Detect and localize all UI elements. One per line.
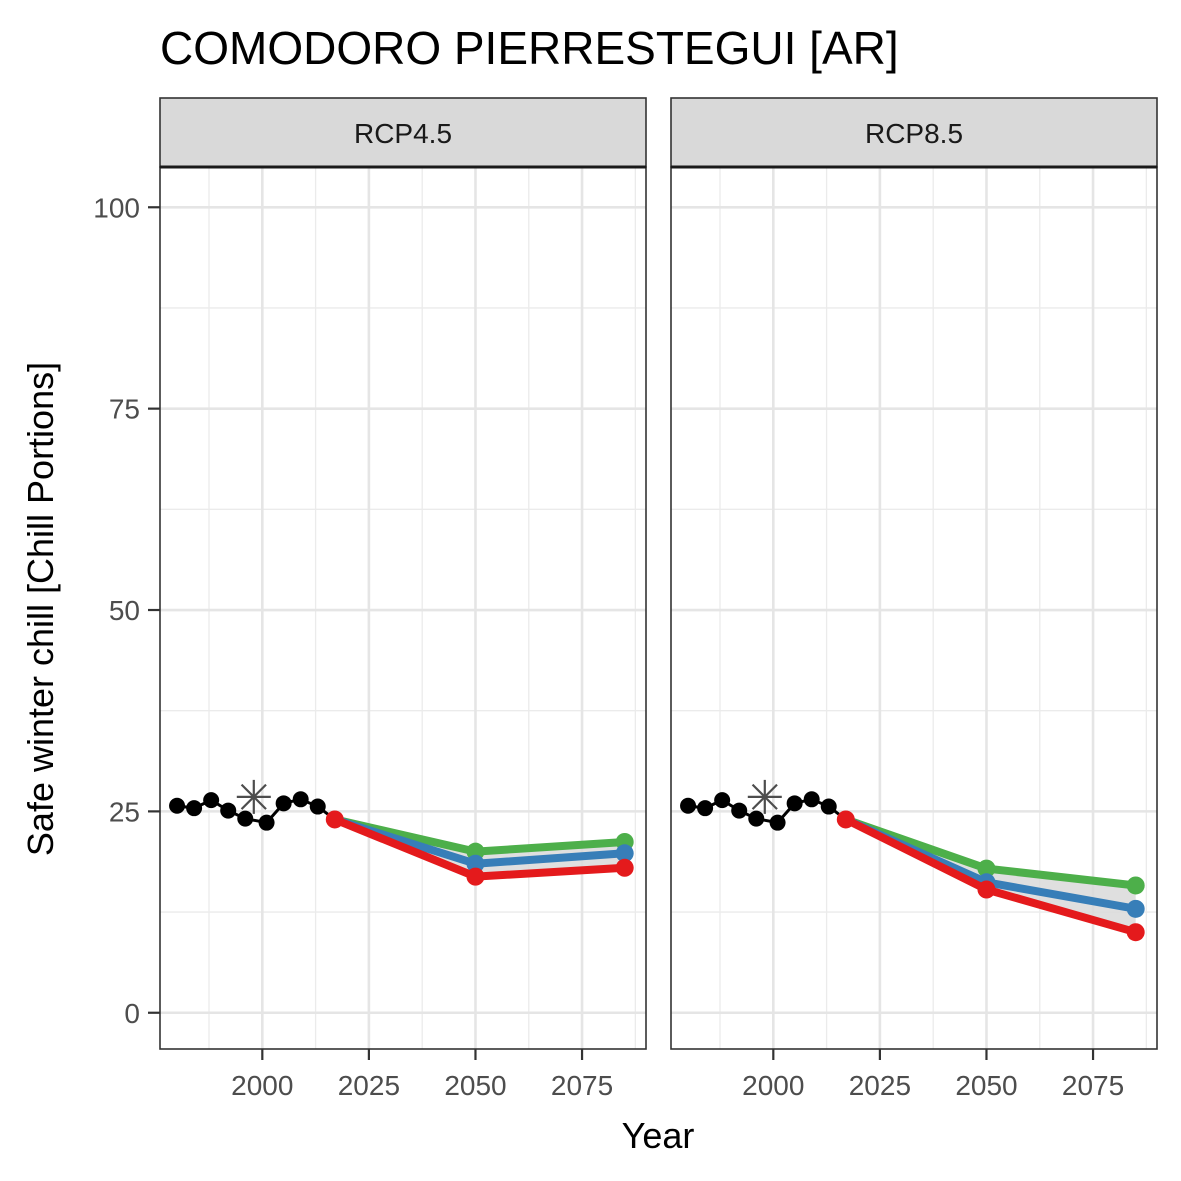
historic-point bbox=[680, 797, 697, 814]
chart-title: COMODORO PIERRESTEGUI [AR] bbox=[160, 22, 899, 74]
y-tick-label: 0 bbox=[124, 998, 140, 1029]
historic-point bbox=[786, 795, 803, 812]
series-pessimistic-point bbox=[615, 858, 634, 877]
y-tick-label: 75 bbox=[109, 394, 140, 425]
x-tick-label: 2075 bbox=[551, 1070, 613, 1101]
asterisk-stroke bbox=[751, 783, 778, 810]
x-axis-title: Year bbox=[622, 1115, 695, 1156]
historic-point bbox=[731, 802, 748, 819]
historic-point bbox=[169, 797, 186, 814]
panel-rcp85: RCP8.5 2000 2025 2050 2075 bbox=[670, 97, 1158, 1101]
strip-label: RCP4.5 bbox=[354, 118, 452, 149]
plot-area bbox=[160, 167, 646, 1049]
historic-point bbox=[697, 800, 714, 817]
x-tick-label: 2075 bbox=[1062, 1070, 1124, 1101]
x-tick-label: 2000 bbox=[742, 1070, 804, 1101]
strip-background bbox=[670, 97, 1158, 168]
series-pessimistic-point bbox=[977, 880, 996, 899]
series-pessimistic-point bbox=[466, 867, 485, 886]
series-intermediate-point bbox=[466, 854, 485, 873]
historic-point bbox=[714, 792, 731, 809]
historic-point bbox=[237, 810, 254, 827]
x-tick-label: 2025 bbox=[849, 1070, 911, 1101]
historic-point bbox=[186, 800, 203, 817]
series-pessimistic-point bbox=[325, 810, 344, 829]
historic-point bbox=[292, 791, 309, 808]
strip-label: RCP8.5 bbox=[865, 118, 963, 149]
panel-rcp45: RCP4.5 2000 2025 2050 2075 bbox=[159, 97, 647, 1101]
asterisk-stroke bbox=[240, 783, 267, 810]
series-intermediate-point bbox=[615, 844, 634, 863]
historic-point bbox=[203, 792, 220, 809]
historic-point bbox=[258, 814, 275, 831]
historic-point bbox=[803, 791, 820, 808]
baseline-asterisk bbox=[236, 779, 271, 814]
historic-point bbox=[748, 810, 765, 827]
baseline-asterisk bbox=[747, 779, 782, 814]
x-tick-label: 2025 bbox=[338, 1070, 400, 1101]
strip-background bbox=[159, 97, 647, 168]
series-intermediate-point bbox=[1126, 899, 1145, 918]
series-pessimistic-point bbox=[836, 810, 855, 829]
historic-point bbox=[309, 798, 326, 815]
historic-point bbox=[769, 814, 786, 831]
y-tick-label: 25 bbox=[109, 796, 140, 827]
series-pessimistic-point bbox=[1126, 923, 1145, 942]
x-tick-label: 2050 bbox=[955, 1070, 1017, 1101]
x-tick-label: 2050 bbox=[444, 1070, 506, 1101]
series-optimistic-point bbox=[1126, 876, 1145, 895]
y-tick-label: 100 bbox=[93, 192, 140, 223]
historic-point bbox=[220, 802, 237, 819]
historic-point bbox=[275, 795, 292, 812]
x-tick-label: 2000 bbox=[231, 1070, 293, 1101]
series-optimistic-point bbox=[977, 859, 996, 878]
y-axis-title: Safe winter chill [Chill Portions] bbox=[20, 362, 61, 856]
historic-point bbox=[820, 798, 837, 815]
panels: 0 25 50 75 100 RCP4.5 2000 2025 2050 2075 RCP8.5 20… bbox=[93, 97, 1158, 1101]
y-axis: 0 25 50 75 100 bbox=[93, 192, 160, 1029]
y-tick-label: 50 bbox=[109, 595, 140, 626]
